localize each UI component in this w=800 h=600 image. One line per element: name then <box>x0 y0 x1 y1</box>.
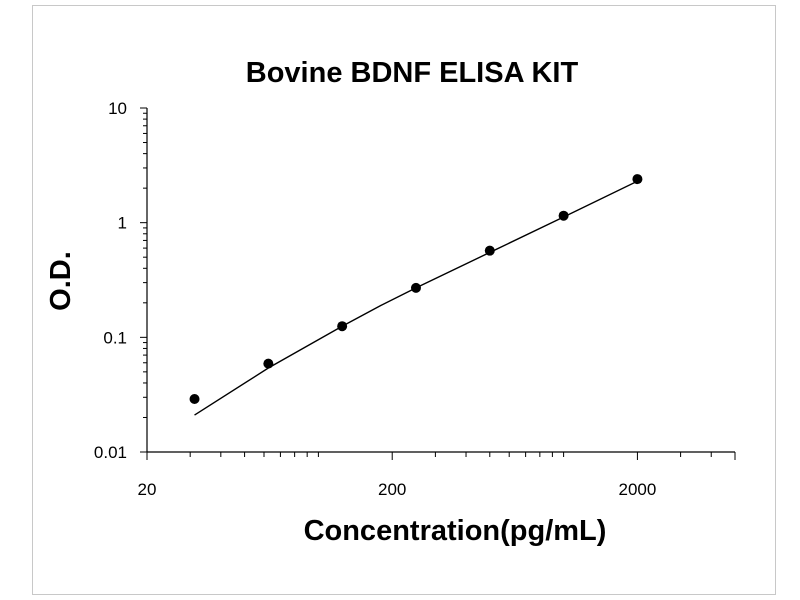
x-tick-label: 200 <box>378 480 406 499</box>
series <box>189 174 643 416</box>
y-axis-label: O.D. <box>45 251 77 311</box>
chart-title: Bovine BDNF ELISA KIT <box>246 57 579 89</box>
y-tick-label: 0.1 <box>103 328 127 347</box>
x-tick-label: 20 <box>138 480 157 499</box>
ticks: 0.01 0.1 1 10 20 200 2000 <box>94 99 736 499</box>
data-point <box>263 358 274 369</box>
data-point <box>189 393 200 404</box>
x-axis-label: Concentration(pg/mL) <box>304 515 607 547</box>
fit-curve <box>194 180 638 416</box>
chart-frame <box>32 5 776 595</box>
axes <box>146 108 735 453</box>
y-tick-label: 0.01 <box>94 443 127 462</box>
x-tick-label: 2000 <box>619 480 657 499</box>
data-point <box>632 174 643 185</box>
y-tick-label: 10 <box>108 99 127 118</box>
y-tick-label: 1 <box>118 214 127 233</box>
